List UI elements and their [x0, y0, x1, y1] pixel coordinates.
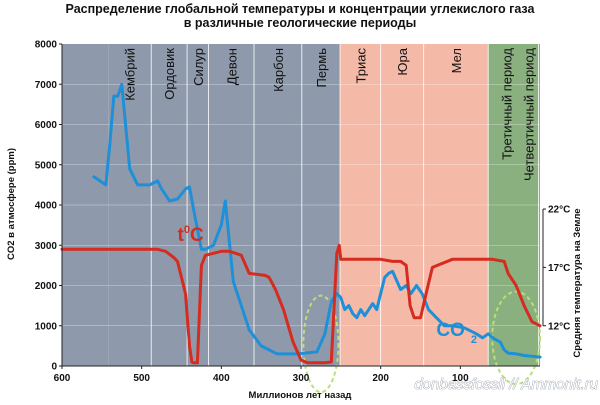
chart-title: Распределение глобальной температуры и к…: [66, 2, 536, 16]
y-tick-label: 3000: [35, 241, 58, 252]
period-label: Четвертичный период: [522, 48, 537, 181]
co2-series-line: [92, 82, 542, 359]
period-label: Юра: [395, 47, 410, 75]
y2-tick-label: 12°C: [548, 321, 570, 332]
period-label: Кембрий: [123, 48, 138, 101]
x-tick-label: 400: [213, 373, 230, 384]
y-tick-label: 6000: [35, 120, 58, 131]
chart-subtitle: в различные геологические периоды: [184, 16, 417, 30]
series-lines: [60, 82, 542, 365]
y-tick-label: 7000: [35, 80, 58, 91]
y-tick-label: 2000: [35, 281, 58, 292]
x-tick-label: 300: [293, 373, 310, 384]
period-labels: Кембрий Ордовик Силур Девон Карбон Пермь Триас…: [123, 47, 537, 181]
series-annotation: CO 2: [436, 320, 477, 346]
axes: 0 1000 2000 3000 4000 5000 6000 7000 8000 600 500 4…: [35, 40, 571, 385]
y-tick-label: 8000: [35, 40, 58, 51]
period-label: Карбон: [271, 48, 286, 92]
period-label: Третичный период: [500, 48, 515, 160]
temperature-series-line: [60, 243, 542, 365]
y2-tick-label: 22°C: [548, 205, 570, 216]
series-annotations: t0C CO 2: [178, 224, 478, 346]
period-label: Триас: [353, 48, 368, 84]
watermark: donbassfossil // Ammonit.ru: [414, 376, 598, 393]
x-tick-label: 600: [54, 373, 71, 384]
x-tick-label: 500: [133, 373, 150, 384]
period-label: Пермь: [314, 48, 329, 88]
grid: [62, 83, 540, 327]
y-tick-label: 0: [51, 362, 57, 373]
period-label: Девон: [224, 48, 239, 85]
y2-axis-label: Средняя температура на Земле: [572, 208, 583, 357]
x-tick-label: 200: [372, 373, 389, 384]
y-tick-label: 1000: [35, 321, 58, 332]
y2-tick-label: 17°C: [548, 263, 570, 274]
period-label: Силур: [191, 48, 206, 86]
period-label: Мел: [449, 48, 464, 73]
y-tick-label: 5000: [35, 160, 58, 171]
x-tick-label: 100: [452, 373, 469, 384]
highlight-ellipse: [302, 294, 340, 394]
series-annotation: t0C: [178, 224, 204, 246]
y-tick-label: 4000: [35, 201, 58, 212]
x-axis-label: Миллионов лет назад: [249, 390, 352, 401]
period-label: Ордовик: [162, 48, 177, 100]
y-axis-label: CO2 в атмосфере (ppm): [6, 148, 17, 260]
